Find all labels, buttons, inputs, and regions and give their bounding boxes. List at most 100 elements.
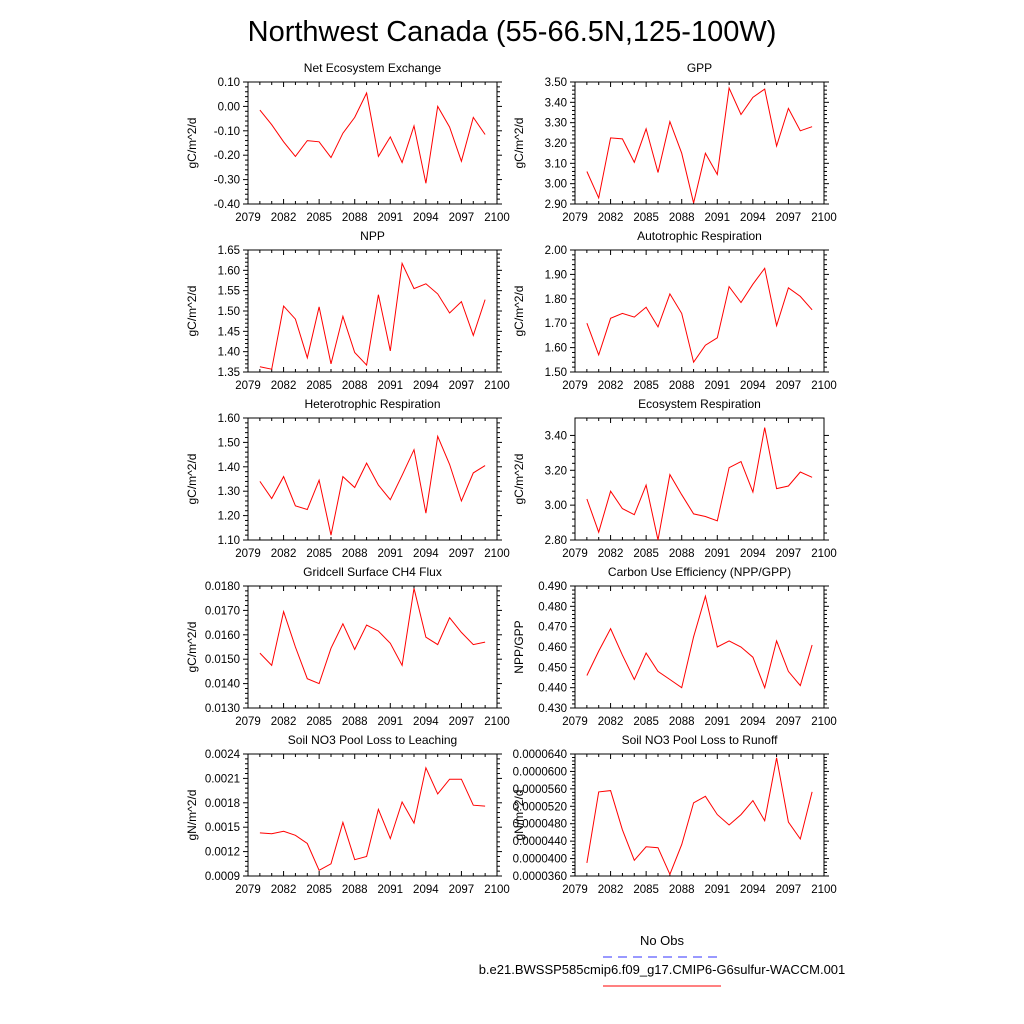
y-axis-label: gC/m^2/d [185,454,199,505]
y-tick-label: 1.60 [218,413,240,425]
x-tick-label: 2100 [811,548,837,560]
y-tick-label: 0.0000400 [513,854,567,866]
panel-title: Soil NO3 Pool Loss to Runoff [622,733,779,747]
y-axis-label: gC/m^2/d [512,286,526,337]
y-axis-label: gN/m^2/d [185,790,199,841]
y-axis-label: gN/m^2/d [512,790,526,841]
y-tick-label: 0.0170 [205,605,240,617]
plot-frame [574,585,825,709]
x-tick-label: 2094 [740,884,766,896]
y-tick-label: -0.40 [214,199,240,211]
series-line [586,594,813,690]
x-tick-label: 2088 [342,884,368,896]
y-tick-label: 0.0140 [205,679,240,691]
y-tick-label: 3.10 [545,158,567,170]
x-tick-label: 2100 [811,380,837,392]
series-line [586,86,813,204]
x-tick-label: 2097 [449,380,475,392]
panel-title: Soil NO3 Pool Loss to Leaching [288,733,457,747]
x-tick-label: 2079 [235,716,261,728]
x-tick-label: 2082 [598,380,624,392]
x-tick-label: 2079 [562,548,588,560]
x-tick-label: 2082 [598,716,624,728]
y-tick-label: 1.65 [218,245,240,257]
x-tick-label: 2085 [306,212,332,224]
y-tick-label: 2.90 [545,199,567,211]
x-tick-label: 2085 [633,884,659,896]
x-tick-label: 2091 [704,380,730,392]
y-tick-label: 3.00 [545,500,567,512]
x-tick-label: 2091 [704,548,730,560]
x-tick-label: 2100 [484,212,510,224]
y-tick-label: 1.30 [218,486,240,498]
y-tick-label: 0.430 [538,703,567,715]
x-tick-label: 2079 [235,380,261,392]
y-tick-label: 2.00 [545,245,567,257]
series-line [259,261,486,370]
x-tick-label: 2094 [413,884,439,896]
panel-title: Heterotrophic Respiration [304,397,440,411]
plot-frame [574,81,825,205]
x-tick-label: 2091 [704,212,730,224]
x-tick-label: 2079 [235,212,261,224]
x-tick-label: 2100 [811,212,837,224]
x-tick-label: 2088 [342,548,368,560]
y-tick-label: 1.10 [218,535,240,547]
x-tick-label: 2088 [342,716,368,728]
panel-3: Autotrophic Respiration 2079 2082 2085 2088 2… [512,229,837,392]
y-axis-label: gC/m^2/d [185,118,199,169]
y-tick-label: -0.30 [214,175,240,187]
y-tick-label: 1.35 [218,367,240,379]
panel-6: Gridcell Surface CH4 Flux 2079 2082 2085 208… [185,565,510,728]
y-tick-label: 0.0024 [205,749,241,761]
y-tick-label: 0.0021 [205,773,240,785]
y-tick-label: 3.00 [545,179,567,191]
x-tick-label: 2091 [377,548,403,560]
x-tick-label: 2088 [669,548,695,560]
y-tick-label: 0.450 [538,662,567,674]
y-tick-label: 0.440 [538,683,567,695]
panel-5: Ecosystem Respiration 2079 2082 2085 2088 209… [512,397,837,560]
y-tick-label: 0.0000600 [513,766,567,778]
y-tick-label: 0.0130 [205,703,240,715]
x-tick-label: 2085 [633,212,659,224]
panels-grid: Net Ecosystem Exchange 2079 2082 2085 2088 20… [185,61,837,896]
y-tick-label: 3.20 [545,465,567,477]
x-tick-label: 2091 [704,884,730,896]
x-tick-label: 2097 [449,716,475,728]
x-tick-label: 2088 [342,212,368,224]
y-axis-label: gC/m^2/d [512,454,526,505]
x-tick-label: 2100 [811,716,837,728]
x-tick-label: 2082 [598,884,624,896]
x-tick-label: 2094 [413,716,439,728]
y-tick-label: 1.60 [545,343,567,355]
x-tick-label: 2079 [562,884,588,896]
x-tick-label: 2100 [484,716,510,728]
y-tick-label: 1.55 [218,286,240,298]
y-tick-label: 2.80 [545,535,567,547]
y-tick-label: -0.10 [214,126,240,138]
y-tick-label: 1.40 [218,347,240,359]
y-tick-label: 3.40 [545,97,567,109]
x-tick-label: 2091 [377,884,403,896]
panel-7: Carbon Use Efficiency (NPP/GPP) 2079 2082 2… [512,565,837,728]
x-tick-label: 2088 [669,380,695,392]
panel-title: GPP [687,61,712,75]
y-tick-label: 1.20 [218,511,240,523]
x-tick-label: 2097 [776,548,802,560]
x-tick-label: 2097 [776,716,802,728]
x-tick-label: 2094 [740,212,766,224]
x-tick-label: 2085 [633,548,659,560]
panel-8: Soil NO3 Pool Loss to Leaching 2079 2082 20… [185,733,510,896]
y-tick-label: 0.0000560 [513,784,567,796]
x-tick-label: 2100 [484,380,510,392]
x-tick-label: 2085 [633,716,659,728]
plot-frame [574,753,825,877]
x-tick-label: 2088 [669,716,695,728]
x-tick-label: 2100 [811,884,837,896]
series-line [586,757,813,876]
x-tick-label: 2094 [740,380,766,392]
y-tick-label: 3.40 [545,430,567,442]
x-tick-label: 2079 [562,716,588,728]
